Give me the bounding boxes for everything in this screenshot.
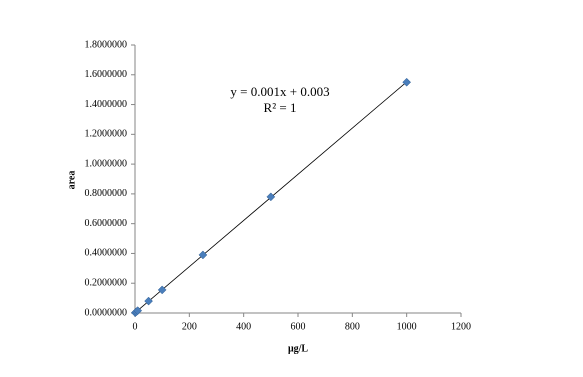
r-squared: R² = 1 bbox=[264, 100, 297, 115]
y-tick-label: 0.8000000 bbox=[85, 188, 128, 199]
y-tick-label: 0.4000000 bbox=[85, 248, 128, 259]
point bbox=[198, 250, 208, 260]
y-tick-label: 1.6000000 bbox=[85, 69, 128, 80]
point bbox=[266, 192, 276, 202]
x-tick-label: 600 bbox=[291, 321, 306, 332]
point bbox=[144, 296, 153, 306]
x-tick-label: 1200 bbox=[451, 321, 471, 332]
y-tick-label: 1.0000000 bbox=[85, 158, 128, 169]
x-tick-label: 200 bbox=[182, 321, 197, 332]
x-tick-label: 400 bbox=[236, 321, 251, 332]
x-tick-label: 0 bbox=[133, 321, 138, 332]
y-tick-label: 0.0000000 bbox=[85, 307, 128, 318]
y-tick-label: 0.6000000 bbox=[85, 218, 128, 229]
y-axis-label: area bbox=[66, 171, 77, 190]
y-tick-label: 1.2000000 bbox=[85, 129, 128, 140]
y-tick-label: 1.8000000 bbox=[85, 39, 128, 50]
y-tick-label: 0.2000000 bbox=[85, 278, 128, 289]
point bbox=[133, 306, 143, 315]
x-axis-label: μg/L bbox=[288, 343, 308, 354]
y-tick-label: 1.4000000 bbox=[85, 99, 128, 110]
x-tick-label: 1000 bbox=[397, 321, 417, 332]
point bbox=[402, 77, 412, 87]
x-tick-label: 800 bbox=[345, 321, 360, 332]
equation: y = 0.001x + 0.003 bbox=[230, 84, 329, 99]
point bbox=[157, 285, 167, 295]
